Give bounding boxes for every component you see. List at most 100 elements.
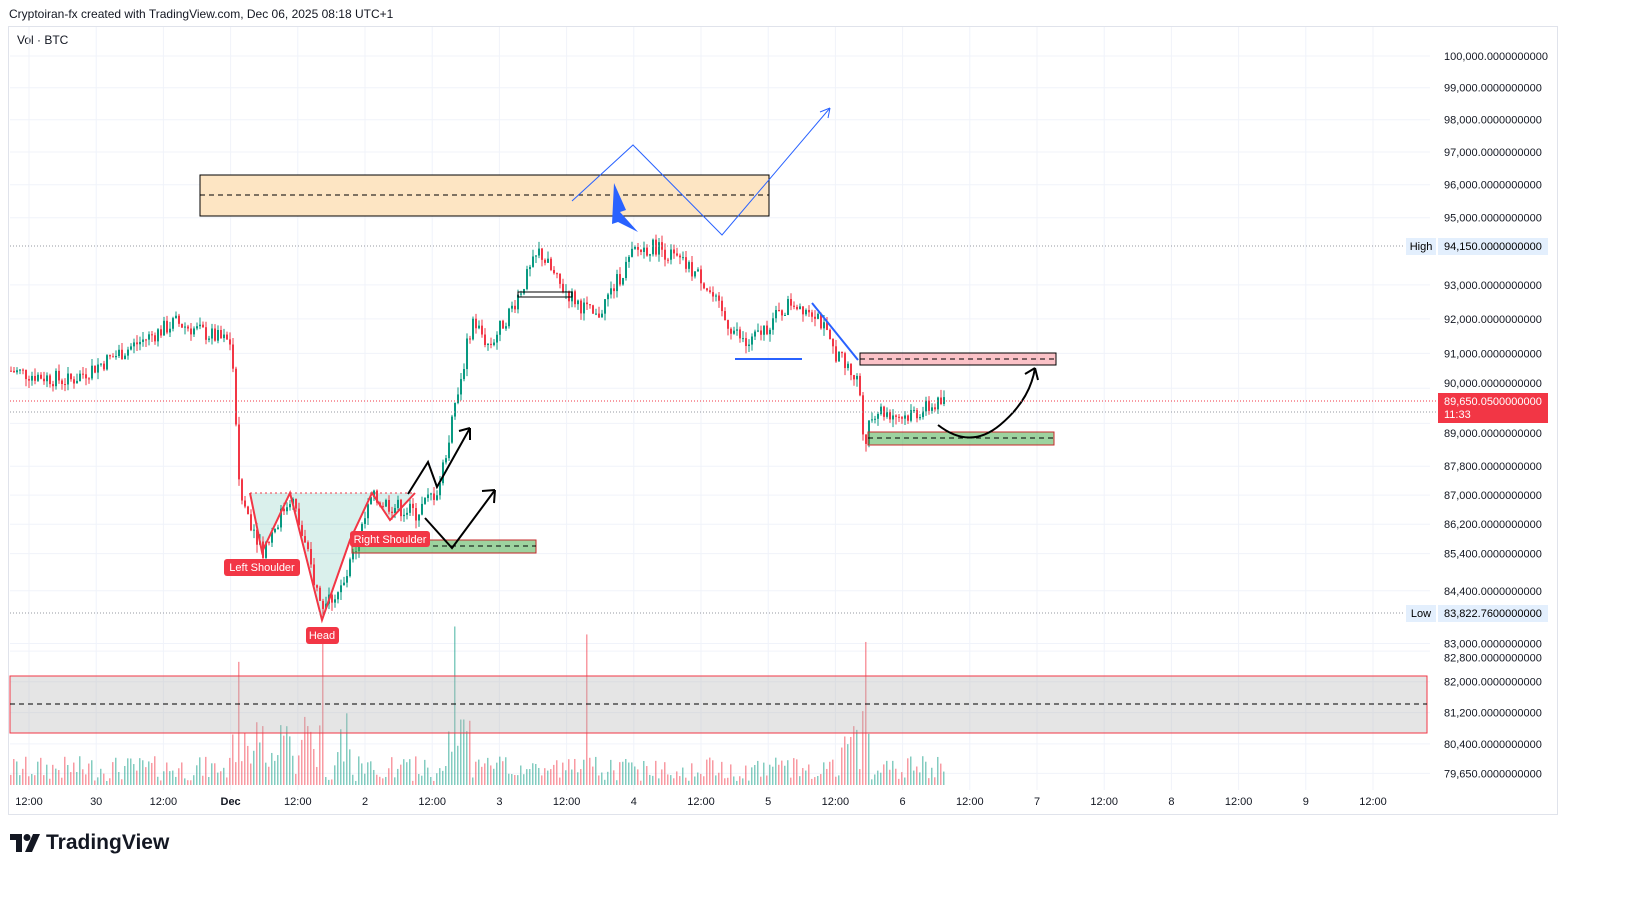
path-arrow[interactable] [407, 427, 471, 495]
candle-body [865, 434, 867, 444]
candle-body [784, 314, 786, 316]
volume-bar [763, 762, 765, 785]
volume-bar [349, 749, 351, 785]
volume-bar [583, 759, 585, 785]
volume-bar [415, 756, 417, 785]
volume-bar [667, 774, 669, 785]
path-arrow[interactable] [424, 489, 496, 550]
candle-body [721, 300, 723, 312]
gray-zone[interactable] [9, 675, 1428, 734]
candle-body [241, 479, 243, 501]
candle-body [826, 322, 828, 330]
small-range-box[interactable] [517, 291, 573, 298]
candle-body [757, 330, 759, 332]
volume-bar [652, 775, 654, 785]
volume-bar [892, 760, 894, 785]
volume-bar [169, 771, 171, 785]
candle-body [874, 418, 876, 420]
candle-body [346, 576, 348, 583]
candle-body [229, 339, 231, 345]
x-tick-label: 12:00 [687, 796, 715, 808]
candle-body [16, 370, 18, 373]
head-shoulders-outline[interactable] [249, 490, 416, 624]
volume-bar [13, 759, 15, 785]
volume-bar [778, 764, 780, 785]
volume-bar [514, 774, 516, 785]
candle-body [478, 325, 480, 329]
volume-bar [109, 778, 111, 785]
trend-line[interactable] [811, 302, 859, 361]
volume-bar [76, 772, 78, 785]
candle-body [820, 313, 822, 329]
volume-bar [490, 765, 492, 785]
volume-bar [244, 733, 246, 785]
volume-bar [193, 775, 195, 785]
candle-body [289, 504, 291, 508]
volume-bar [268, 766, 270, 785]
candle-body [256, 529, 258, 545]
volume-bar [598, 775, 600, 785]
candle-body [109, 355, 111, 357]
candle-body [214, 328, 216, 341]
volume-bar [835, 776, 837, 785]
candle-body [205, 327, 207, 340]
candle-body [652, 239, 654, 255]
volume-bar [136, 770, 138, 785]
tradingview-brand[interactable]: TradingView [10, 831, 169, 855]
chart-credit: Cryptoiran-fx created with TradingView.c… [9, 7, 394, 21]
candle-body [67, 373, 69, 385]
volume-bar [256, 722, 258, 785]
candle-body [403, 514, 405, 517]
volume-bar [832, 759, 834, 785]
volume-bar [616, 780, 618, 785]
volume-bars [10, 626, 945, 785]
volume-bar [904, 777, 906, 785]
arrow-head-icon [458, 427, 471, 440]
candle-body [304, 536, 306, 543]
volume-bar [640, 780, 642, 785]
candle-body [370, 497, 372, 505]
candle-body [25, 369, 27, 380]
right-shoulder-label: Right Shoulder [354, 534, 427, 546]
volume-bar [637, 769, 639, 785]
candle-body [253, 529, 255, 531]
candle-body [586, 302, 588, 305]
candle-body [364, 518, 366, 524]
volume-bar [610, 759, 612, 785]
time-axis[interactable]: 12:00 30 12:00 Dec 12:00 2 12:00 3 12:00 4 12:00 5 1… [15, 796, 1387, 808]
projection-zigzag[interactable] [571, 107, 831, 236]
candle-body [706, 288, 708, 291]
volume-bar [883, 764, 885, 785]
candle-body [121, 349, 123, 360]
y-tick-label: 80,400.0000000000 [1444, 739, 1542, 751]
volume-bar [505, 757, 507, 785]
volume-bar [745, 765, 747, 785]
candle-body [547, 258, 549, 263]
volume-bar [454, 626, 456, 785]
volume-bar [808, 764, 810, 785]
price-axis[interactable]: 100,000.0000000000 99,000.0000000000 98,00… [1444, 51, 1548, 780]
candle-body [850, 363, 852, 376]
candle-body [76, 380, 78, 384]
volume-bar [589, 757, 591, 785]
candle-body [895, 415, 897, 417]
volume-bar [919, 772, 921, 785]
candle-body [391, 511, 393, 514]
volume-bar [754, 765, 756, 785]
candle-body [94, 365, 96, 373]
candle-body [100, 363, 102, 365]
volume-bar [787, 760, 789, 785]
volume-bar [280, 725, 282, 785]
candle-body [730, 328, 732, 334]
series-legend[interactable]: Vol · BTC [17, 33, 69, 47]
candle-body [418, 514, 420, 521]
volume-bar [760, 776, 762, 785]
candle-body [763, 325, 765, 335]
candle-body [451, 416, 453, 443]
curve-arrow[interactable] [937, 367, 1036, 439]
volume-bar [445, 766, 447, 785]
volume-bar [943, 771, 945, 785]
low-label: Low [1411, 608, 1431, 620]
grid [10, 27, 1430, 790]
